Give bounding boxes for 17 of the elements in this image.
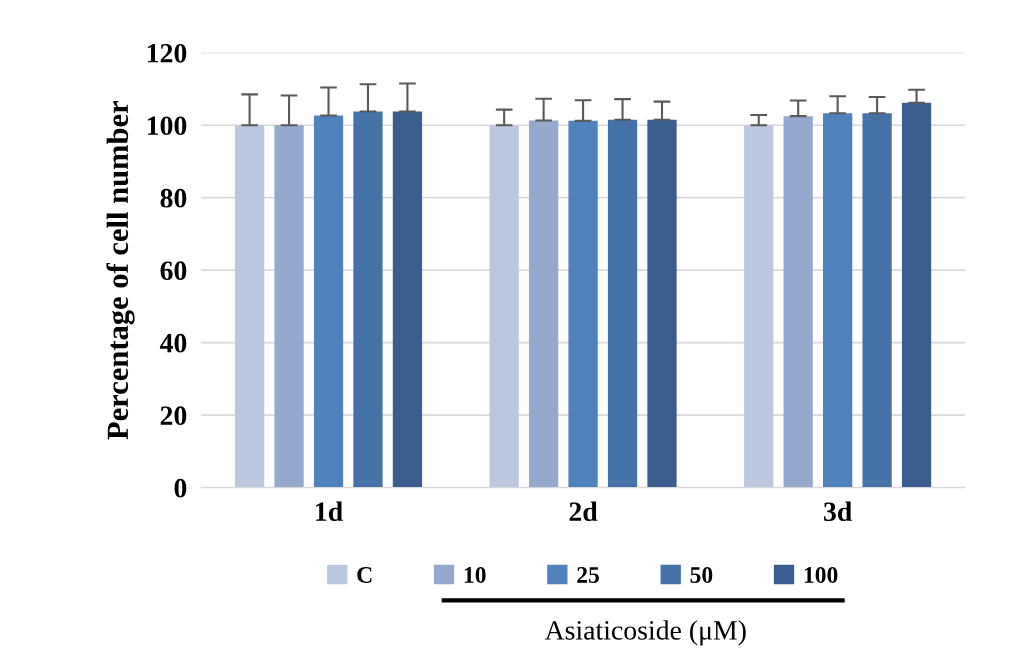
y-tick-label: 60 [160,261,187,281]
y-tick-label: 120 [147,43,187,63]
y-axis-title: Percentage of cell number [106,101,135,440]
x-tick-label: 3d [824,501,852,522]
legend-label: 50 [690,566,713,583]
y-tick-label: 100 [147,116,187,136]
text: Asiaticoside (μM) [544,620,746,646]
y-tick-label: 20 [160,406,187,426]
y-tick-label: 0 [174,478,187,498]
legend-label: 10 [464,566,486,583]
x-tick-label: 1d [316,501,343,522]
x-tick-label: 2d [569,501,598,522]
y-tick-label: 40 [159,333,187,353]
legend-label: 100 [804,566,838,583]
legend-label: 25 [577,567,600,583]
y-tick-label: 80 [160,188,187,208]
legend-label: C [357,567,372,583]
